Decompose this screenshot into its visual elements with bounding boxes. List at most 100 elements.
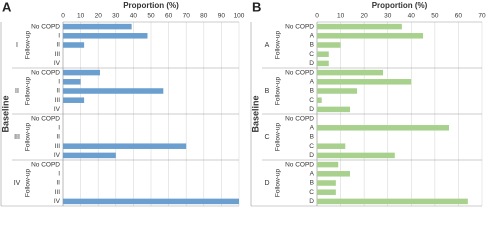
category-label: D — [309, 152, 314, 159]
panel-label: A — [2, 0, 12, 14]
category-label: II — [56, 88, 60, 95]
bar — [317, 161, 339, 168]
bar — [317, 60, 329, 67]
group-sublabel: Follow-up — [275, 123, 282, 152]
y-axis-title: Baseline — [0, 95, 10, 132]
x-tick-label: 20 — [95, 13, 103, 20]
group-label: B — [265, 88, 270, 95]
category-label: B — [310, 42, 314, 49]
category-label: C — [309, 143, 314, 150]
bar — [63, 88, 164, 94]
bar — [317, 69, 383, 76]
group-label: D — [264, 180, 269, 187]
category-label: IV — [54, 198, 61, 205]
group-sublabel: Follow-up — [275, 169, 282, 198]
bar — [63, 23, 132, 30]
x-axis-title: Proportion (%) — [372, 1, 428, 10]
x-tick-label: 60 — [165, 13, 173, 20]
category-label: B — [310, 180, 314, 187]
bar — [317, 198, 468, 205]
x-tick-label: 100 — [234, 13, 245, 20]
category-label: No COPD — [31, 23, 60, 30]
group-sublabel: Follow-up — [275, 77, 282, 106]
x-tick-label: 50 — [147, 13, 155, 20]
category-label: C — [309, 189, 314, 196]
category-label: No COPD — [285, 161, 314, 168]
bar — [317, 79, 412, 85]
bar — [317, 23, 402, 30]
category-label: IV — [54, 60, 61, 67]
x-tick-label: 70 — [478, 13, 486, 20]
group-label: IV — [14, 180, 21, 187]
x-tick-label: 30 — [384, 13, 392, 20]
bar — [317, 106, 350, 113]
x-tick-label: 80 — [200, 13, 208, 20]
figure: A Proportion (%) 0 10 20 30 40 50 60 70 80 90 100 Bas… — [0, 0, 486, 207]
bar — [317, 97, 322, 103]
x-axis-title: Proportion (%) — [123, 1, 179, 10]
category-label: No COPD — [285, 23, 314, 30]
category-label: II — [56, 134, 60, 141]
group-sublabel: Follow-up — [25, 31, 32, 60]
bar — [317, 143, 346, 149]
category-label: No COPD — [285, 115, 314, 122]
category-label: III — [55, 97, 61, 104]
category-label: I — [58, 125, 60, 132]
x-tick-label: 10 — [337, 13, 345, 20]
group-sublabel: Follow-up — [25, 123, 32, 152]
bar — [63, 33, 148, 39]
x-tick-label: 40 — [408, 13, 416, 20]
x-tick-label: 90 — [218, 13, 226, 20]
category-label: No COPD — [31, 161, 60, 168]
category-label: C — [309, 97, 314, 104]
group-label: III — [14, 134, 20, 141]
x-tick-label: 0 — [315, 13, 319, 20]
category-label: B — [310, 88, 314, 95]
category-label: A — [310, 125, 315, 132]
category-label: I — [58, 79, 60, 86]
group-label: I — [16, 42, 18, 49]
bar — [317, 42, 341, 48]
group-label: C — [264, 134, 269, 141]
bar — [317, 152, 395, 159]
bar — [317, 33, 424, 39]
category-label: D — [309, 106, 314, 113]
category-label: III — [55, 51, 61, 58]
panel-label: B — [252, 0, 261, 14]
bar — [317, 189, 336, 195]
x-tick-label: 60 — [455, 13, 463, 20]
category-label: C — [309, 51, 314, 58]
group-sublabel: Follow-up — [25, 169, 32, 198]
category-label: III — [55, 189, 61, 196]
bar — [317, 88, 358, 94]
group-label: II — [15, 88, 19, 95]
category-label: I — [58, 171, 60, 178]
x-tick-label: 10 — [77, 13, 85, 20]
x-tick-label: 20 — [361, 13, 369, 20]
bar — [63, 152, 116, 159]
x-tick-label: 30 — [112, 13, 120, 20]
bar — [63, 97, 85, 103]
category-label: I — [58, 33, 60, 40]
x-tick-label: 50 — [431, 13, 439, 20]
group-sublabel: Follow-up — [25, 77, 32, 106]
category-label: IV — [54, 106, 61, 113]
category-label: IV — [54, 152, 61, 159]
category-label: A — [310, 171, 315, 178]
category-label: III — [55, 143, 61, 150]
category-label: No COPD — [31, 69, 60, 76]
category-label: A — [310, 33, 315, 40]
bar — [63, 79, 81, 85]
x-tick-label: 40 — [130, 13, 138, 20]
category-label: II — [56, 42, 60, 49]
bar — [317, 51, 329, 57]
bar — [63, 69, 100, 76]
category-label: II — [56, 180, 60, 187]
y-axis-title: Baseline — [250, 95, 260, 132]
bar — [317, 180, 336, 186]
bar — [63, 198, 239, 205]
group-label: A — [265, 42, 270, 49]
bar — [63, 143, 187, 149]
category-label: D — [309, 60, 314, 67]
bar — [63, 42, 85, 48]
